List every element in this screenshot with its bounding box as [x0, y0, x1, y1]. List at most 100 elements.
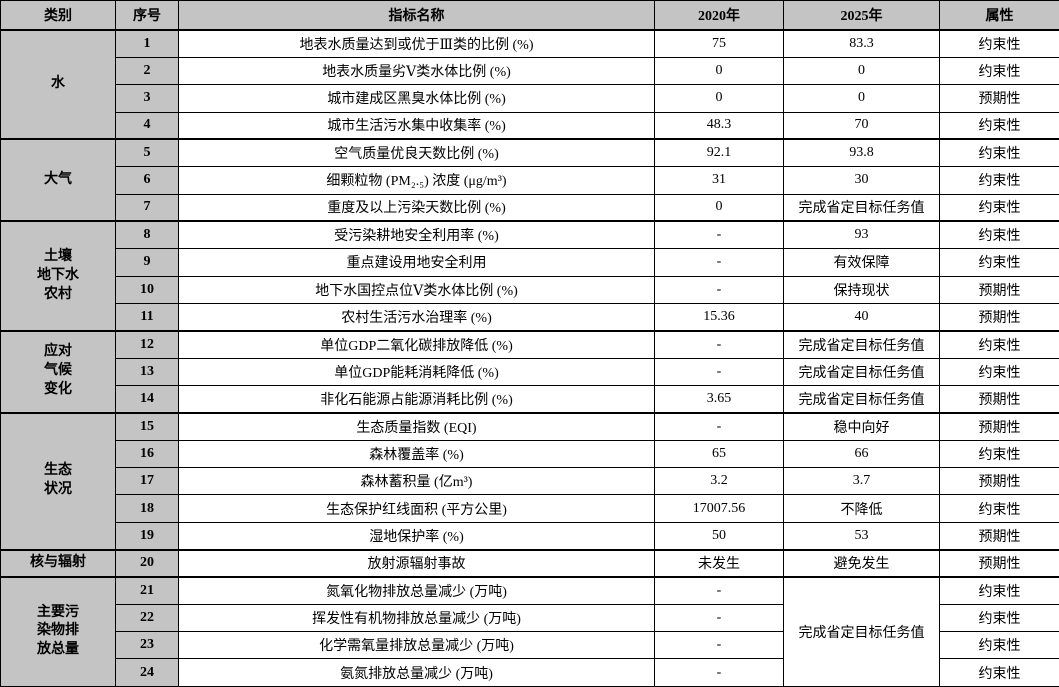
- indicator-name-cell: 地下水国控点位Ⅴ类水体比例 (%): [178, 275, 655, 304]
- table-row: 水 1 地表水质量达到或优于Ⅲ类的比例 (%) 75 83.3 约束性: [0, 28, 1059, 140]
- index-cell: 8: [115, 220, 179, 250]
- indicator-name-cell: 湿地保护率 (%): [178, 521, 655, 551]
- indicator-name-cell: 地表水质量达到或优于Ⅲ类的比例 (%): [178, 28, 655, 58]
- table-row: 10 地下水国控点位Ⅴ类水体比例 (%) - 保持现状 预期性: [1, 275, 1059, 304]
- attribute-cell: 约束性: [939, 329, 1059, 359]
- table-row: 4 城市生活污水集中收集率 (%) 48.3 70 约束性: [1, 111, 1059, 140]
- indicator-name-cell: 森林蓄积量 (亿m³): [178, 466, 655, 496]
- table-row: 18 生态保护红线面积 (平方公里) 17007.56 不降低 约束性: [1, 494, 1059, 523]
- table-row: 23 化学需氧量排放总量减少 (万吨) - 约束性: [1, 631, 1059, 660]
- indicator-name-cell: 重度及以上污染天数比例 (%): [178, 193, 655, 222]
- index-cell: 1: [115, 28, 179, 58]
- value-2025-cell: 93.8: [783, 138, 940, 168]
- value-2025-cell: 40: [783, 302, 940, 332]
- indicator-name-cell: 地表水质量劣Ⅴ类水体比例 (%): [178, 56, 655, 86]
- indicator-name-cell: 重点建设用地安全利用: [178, 248, 655, 277]
- attribute-cell: 约束性: [939, 56, 1059, 86]
- index-cell: 9: [115, 248, 179, 277]
- index-cell: 21: [115, 575, 179, 605]
- value-2020-cell: -: [654, 575, 784, 605]
- index-cell: 19: [115, 521, 179, 551]
- attribute-cell: 约束性: [939, 220, 1059, 250]
- indicator-name-cell: 城市生活污水集中收集率 (%): [178, 111, 655, 140]
- attribute-cell: 预期性: [939, 384, 1059, 414]
- value-2020-cell: 0: [654, 56, 784, 86]
- value-2020-cell: 未发生: [654, 548, 784, 578]
- attribute-cell: 约束性: [939, 138, 1059, 168]
- value-2025-cell: 3.7: [783, 466, 940, 496]
- value-2025-cell: 有效保障: [783, 248, 940, 277]
- category-cell: 水: [0, 28, 116, 140]
- attribute-cell: 约束性: [939, 248, 1059, 277]
- value-2020-cell: 31: [654, 166, 784, 195]
- table-row: 6 细颗粒物 (PM₂.₅) 浓度 (μg/m³) 31 30 约束性: [1, 166, 1059, 195]
- value-2020-cell: 15.36: [654, 302, 784, 332]
- index-cell: 24: [115, 658, 179, 687]
- header-category: 类别: [0, 0, 116, 31]
- value-2020-cell: -: [654, 275, 784, 304]
- table-row: 9 重点建设用地安全利用 - 有效保障 约束性: [1, 248, 1059, 277]
- attribute-cell: 预期性: [939, 521, 1059, 551]
- table-row: 22 挥发性有机物排放总量减少 (万吨) - 约束性: [1, 603, 1059, 633]
- value-2025-merged-cell: 完成省定目标任务值: [783, 575, 940, 687]
- value-2025-cell: 83.3: [783, 28, 940, 58]
- attribute-cell: 约束性: [939, 28, 1059, 58]
- value-2025-cell: 完成省定目标任务值: [783, 329, 940, 359]
- indicator-name-cell: 生态保护红线面积 (平方公里): [178, 494, 655, 523]
- value-2025-cell: 53: [783, 521, 940, 551]
- value-2020-cell: 48.3: [654, 111, 784, 140]
- attribute-cell: 约束性: [939, 575, 1059, 605]
- value-2020-cell: 3.65: [654, 384, 784, 414]
- table-row: 13 单位GDP能耗消耗降低 (%) - 完成省定目标任务值 约束性: [1, 357, 1059, 386]
- attribute-cell: 预期性: [939, 466, 1059, 496]
- header-index: 序号: [115, 0, 179, 31]
- value-2020-cell: 92.1: [654, 138, 784, 168]
- value-2025-cell: 避免发生: [783, 548, 940, 578]
- value-2020-cell: -: [654, 658, 784, 687]
- table-row: 土壤 地下水 农村 8 受污染耕地安全利用率 (%) -93 约束性: [0, 220, 1059, 332]
- category-cell: 土壤 地下水 农村: [0, 220, 116, 332]
- table-row: 17 森林蓄积量 (亿m³) 3.2 3.7 预期性: [1, 466, 1059, 496]
- indicator-name-cell: 单位GDP二氧化碳排放降低 (%): [178, 329, 655, 359]
- indicator-name-cell: 放射源辐射事故: [178, 548, 655, 578]
- header-row: 类别 序号 指标名称 2020年 2025年 属性: [0, 0, 1059, 31]
- attribute-cell: 约束性: [939, 193, 1059, 222]
- value-2020-cell: -: [654, 220, 784, 250]
- value-2025-cell: 完成省定目标任务值: [783, 193, 940, 222]
- header-attribute: 属性: [939, 0, 1059, 31]
- attribute-cell: 预期性: [939, 275, 1059, 304]
- value-2025-cell: 完成省定目标任务值: [783, 384, 940, 414]
- table-row: 主要污 染物排 放总量 21 氮氧化物排放总量减少 (万吨) - 完成省定目标任务值 约束…: [0, 575, 1059, 687]
- header-2020: 2020年: [654, 0, 784, 31]
- table-row: 14 非化石能源占能源消耗比例 (%) 3.65 完成省定目标任务值 预期性: [1, 384, 1059, 414]
- index-cell: 14: [115, 384, 179, 414]
- attribute-cell: 约束性: [939, 658, 1059, 687]
- index-cell: 12: [115, 329, 179, 359]
- indicator-name-cell: 非化石能源占能源消耗比例 (%): [178, 384, 655, 414]
- attribute-cell: 约束性: [939, 111, 1059, 140]
- index-cell: 20: [115, 548, 179, 578]
- indicator-name-cell: 氮氧化物排放总量减少 (万吨): [178, 575, 655, 605]
- indicator-name-cell: 化学需氧量排放总量减少 (万吨): [178, 631, 655, 660]
- attribute-cell: 预期性: [939, 411, 1059, 441]
- table-row: 2 地表水质量劣Ⅴ类水体比例 (%) 0 0 约束性: [1, 56, 1059, 86]
- index-cell: 15: [115, 411, 179, 441]
- index-cell: 17: [115, 466, 179, 496]
- value-2020-cell: 3.2: [654, 466, 784, 496]
- value-2020-cell: -: [654, 248, 784, 277]
- indicator-name-cell: 生态质量指数 (EQI): [178, 411, 655, 441]
- table-row: 19 湿地保护率 (%) 50 53 预期性: [1, 521, 1059, 551]
- value-2025-cell: 保持现状: [783, 275, 940, 304]
- category-cell: 主要污 染物排 放总量: [0, 575, 116, 687]
- table-row: 11 农村生活污水治理率 (%) 15.36 40 预期性: [1, 302, 1059, 332]
- category-cell: 生态 状况: [0, 411, 116, 551]
- value-2025-cell: 70: [783, 111, 940, 140]
- value-2020-cell: 0: [654, 193, 784, 222]
- attribute-cell: 约束性: [939, 494, 1059, 523]
- indicator-name-cell: 细颗粒物 (PM₂.₅) 浓度 (μg/m³): [178, 166, 655, 195]
- index-cell: 4: [115, 111, 179, 140]
- index-cell: 18: [115, 494, 179, 523]
- value-2020-cell: 0: [654, 84, 784, 113]
- value-2020-cell: -: [654, 631, 784, 660]
- attribute-cell: 约束性: [939, 603, 1059, 633]
